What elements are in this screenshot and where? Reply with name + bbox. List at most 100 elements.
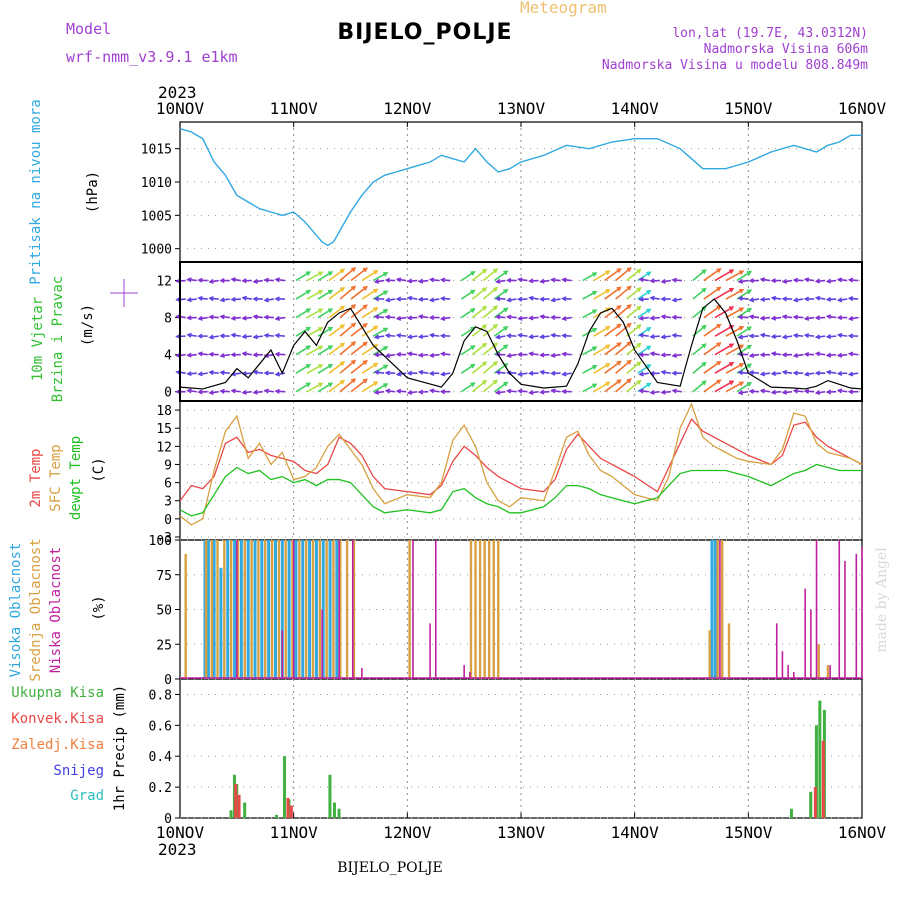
wind-arrow	[209, 279, 219, 283]
wind-arrowhead	[186, 277, 192, 283]
cloud-bar	[257, 540, 260, 679]
wind-arrow	[375, 371, 385, 374]
wind-arrow	[430, 389, 440, 393]
y-tick-label: 8	[164, 312, 172, 327]
wind-arrow	[397, 278, 407, 282]
wind-series-label-1: 10m Vjetar	[30, 297, 46, 381]
wind-arrowhead	[671, 277, 677, 283]
wind-arrowhead	[428, 388, 435, 394]
y-tick-label: 1010	[141, 176, 172, 191]
wind-arrowhead	[759, 371, 766, 377]
wind-arrowhead	[252, 352, 258, 358]
wind-arrow	[264, 298, 275, 302]
wind-arrow	[242, 335, 252, 338]
cloud-bar	[829, 665, 831, 679]
wind-arrowhead	[701, 361, 707, 367]
wind-arrowhead	[738, 326, 745, 331]
wind-arrow	[816, 279, 826, 283]
wind-arrow	[518, 390, 528, 393]
wind-arrowhead	[373, 314, 380, 320]
wind-arrowhead	[638, 277, 644, 283]
wind-arrow	[350, 323, 368, 337]
wind-arrow	[317, 308, 333, 319]
wind-arrow	[672, 389, 682, 393]
wind-arrowhead	[592, 290, 598, 296]
wind-arrowhead	[263, 388, 269, 394]
wind-arrowhead	[814, 278, 821, 284]
precip-legend-2: Zaledj.Kisa	[11, 737, 104, 753]
wind-arrowhead	[383, 290, 389, 296]
wind-arrow	[408, 335, 418, 338]
wind-arrow	[372, 290, 388, 300]
year-label-top: 2023	[158, 83, 197, 102]
wind-arrow	[725, 307, 744, 319]
wind-arrow	[430, 353, 440, 357]
wind-arrowhead	[517, 277, 523, 283]
wind-arrowhead	[638, 388, 644, 394]
wind-arrowhead	[186, 315, 192, 321]
wind-arrow	[264, 334, 274, 337]
wind-arrow	[827, 371, 837, 374]
y-tick-label: 1015	[141, 143, 172, 158]
wind-arrowhead	[671, 314, 677, 320]
wind-arrow	[582, 290, 597, 300]
wind-arrow	[562, 278, 572, 282]
wind-arrowhead	[505, 277, 512, 283]
wind-arrowhead	[197, 333, 203, 339]
wind-arrowhead	[383, 309, 389, 314]
wind-arrowhead	[384, 297, 391, 303]
wind-arrow	[637, 364, 651, 374]
wind-arrow	[220, 315, 230, 319]
wind-arrowhead	[318, 345, 324, 351]
wind-arrowhead	[716, 360, 722, 366]
wind-arrow	[198, 297, 208, 300]
wind-arrowhead	[729, 380, 735, 386]
wind-arrow	[295, 289, 311, 300]
wind-arrow	[772, 316, 782, 320]
wind-arrowhead	[318, 271, 324, 277]
cloud-bar	[311, 540, 315, 679]
wind-arrowhead	[803, 333, 810, 339]
wind-arrowhead	[495, 334, 501, 340]
wind-arrowhead	[350, 378, 357, 384]
wind-arrowhead	[208, 334, 214, 340]
wind-arrowhead	[494, 296, 501, 302]
wind-arrow	[460, 308, 475, 319]
model-label: Model	[66, 20, 112, 38]
wind-arrowhead	[274, 296, 280, 302]
wind-arrow	[306, 382, 323, 393]
cloud-bar	[210, 540, 214, 679]
wind-arrow	[275, 372, 286, 376]
wind-arrow	[198, 316, 208, 320]
wind-arrowhead	[716, 379, 722, 385]
wind-arrowhead	[384, 353, 391, 359]
wind-arrow	[441, 316, 451, 320]
precip-legend-3: Snijeg	[53, 763, 104, 779]
wind-arrow	[493, 270, 508, 282]
y-tick-label: 0.6	[149, 719, 172, 734]
wind-arrow	[703, 342, 721, 356]
wind-arrowhead	[482, 361, 488, 367]
wind-arrowhead	[373, 278, 380, 284]
wind-arrow	[306, 271, 323, 282]
wind-arrow	[772, 296, 782, 300]
temp-ylabel: (C)	[91, 457, 107, 482]
wind-arrow	[849, 279, 859, 282]
wind-arrowhead	[792, 388, 799, 394]
wind-arrowhead	[428, 277, 435, 283]
wind-arrowhead	[770, 333, 777, 340]
wind-arrowhead	[737, 314, 743, 320]
wind-arrow	[639, 316, 649, 320]
wind-arrow	[626, 268, 641, 282]
wind-arrowhead	[803, 277, 810, 283]
wind-arrowhead	[219, 297, 225, 303]
x-tick-label-bottom: 16NOV	[838, 823, 887, 842]
wind-arrow	[650, 316, 660, 320]
wind-arrowhead	[503, 270, 509, 276]
wind-arrow	[242, 316, 252, 320]
wind-arrowhead	[792, 370, 799, 376]
wind-arrow	[339, 322, 356, 337]
wind-arrowhead	[746, 363, 753, 369]
wind-arrowhead	[814, 334, 821, 340]
wind-arrow	[692, 287, 707, 300]
